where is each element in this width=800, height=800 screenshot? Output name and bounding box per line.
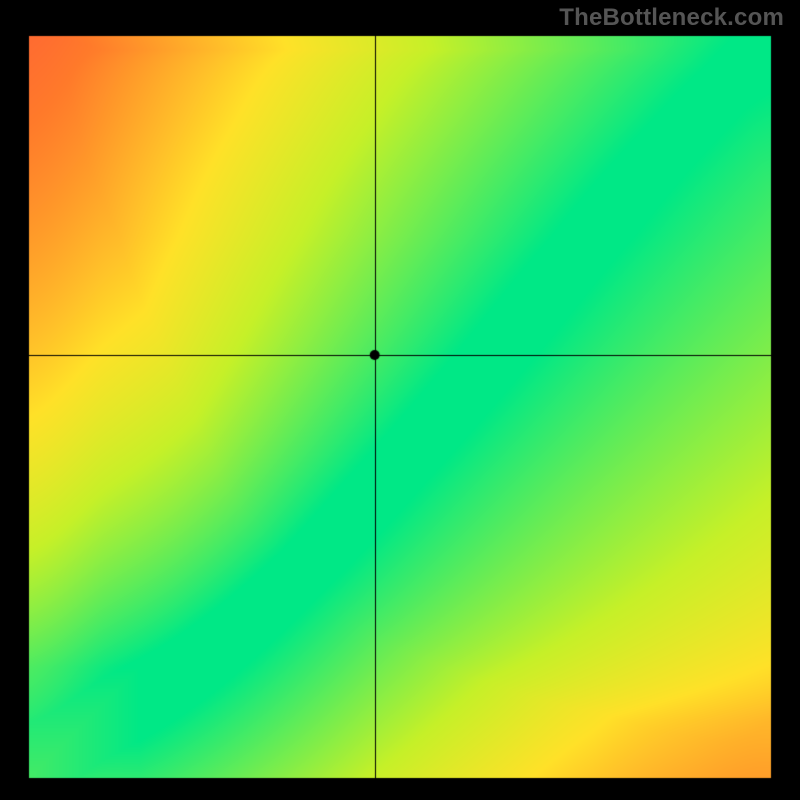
bottleneck-heatmap [0, 0, 800, 800]
watermark-text: TheBottleneck.com [559, 4, 784, 32]
